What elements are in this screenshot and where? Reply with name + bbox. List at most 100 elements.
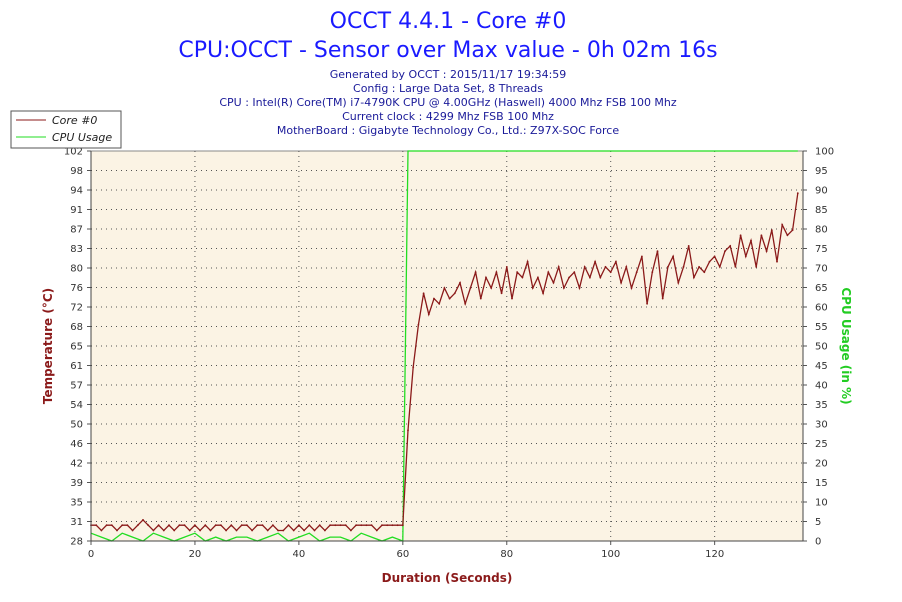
y-right-tick-label: 70 [815, 264, 828, 275]
data-point-core0 [729, 245, 732, 247]
data-point-core0 [557, 266, 560, 268]
data-point-core0 [453, 292, 456, 295]
y-right-tick-label: 5 [815, 517, 821, 528]
y-right-tick-label: 90 [815, 186, 828, 197]
data-point-core0 [256, 524, 259, 527]
plot-area: 0 20 40 60 80 100 1202831353942465054576165687… [64, 147, 834, 561]
y-left-tick-label: 94 [70, 186, 83, 197]
data-point-core0 [282, 529, 285, 532]
data-point-core0 [786, 234, 789, 237]
data-point-core0 [308, 524, 311, 527]
series-line-cpu-usage [90, 150, 798, 542]
y-left-tick-label: 72 [70, 303, 83, 314]
y-right-tick-label: 75 [815, 244, 828, 255]
y-right-tick-label: 85 [815, 205, 828, 216]
x-tick-label: 0 [88, 549, 94, 560]
data-point-core0 [204, 524, 207, 527]
x-axis-label: Duration (Seconds) [382, 571, 513, 585]
data-point-core0 [573, 271, 576, 274]
y-left-tick-label: 83 [70, 244, 83, 255]
data-point-core0 [110, 524, 113, 527]
data-point-core0 [682, 266, 685, 268]
y-right-tick-label: 20 [815, 459, 828, 470]
data-point-core0 [230, 524, 233, 527]
y-left-tick-label: 28 [70, 537, 83, 548]
data-point-core0 [178, 524, 181, 527]
data-point-core0 [744, 255, 747, 258]
data-point-core0 [739, 234, 742, 237]
data-point-core0 [474, 271, 477, 274]
data-point-core0 [126, 524, 129, 527]
y-left-tick-label: 46 [70, 439, 83, 450]
y-left-tick-label: 39 [70, 478, 83, 489]
data-point-core0 [469, 287, 472, 289]
data-point-core0 [547, 271, 550, 274]
data-point-core0 [396, 524, 399, 527]
data-point-core0 [750, 239, 752, 242]
data-point-core0 [401, 524, 404, 527]
legend: Core #0 CPU Usage [10, 110, 122, 149]
data-point-core0 [537, 276, 539, 279]
y-right-tick-label: 80 [815, 225, 828, 236]
y-left-tick-label: 68 [70, 322, 83, 333]
data-point-core0 [542, 292, 544, 295]
data-point-core0 [381, 524, 383, 527]
y-left-tick-label: 42 [70, 459, 83, 470]
data-point-core0 [277, 529, 279, 532]
data-point-core0 [599, 276, 602, 279]
data-point-core0 [485, 276, 487, 279]
data-point-core0 [433, 297, 435, 300]
data-point-core0 [386, 524, 389, 527]
data-point-core0 [521, 276, 524, 279]
y-right-tick-label: 0 [815, 537, 821, 548]
data-point-core0 [350, 529, 352, 532]
info-config: Config : Large Data Set, 8 Threads [353, 82, 543, 95]
y-left-tick-label: 31 [70, 517, 83, 528]
chart-title: OCCT 4.4.1 - Core #0 [330, 9, 567, 34]
data-point-core0 [589, 276, 591, 279]
data-point-core0 [240, 524, 243, 527]
data-point-core0 [246, 524, 248, 527]
data-point-core0 [298, 524, 300, 527]
data-point-core0 [355, 524, 357, 527]
y-right-tick-label: 15 [815, 478, 828, 489]
data-point-core0 [656, 250, 659, 253]
data-point-core0 [339, 524, 342, 527]
chart-subtitle: CPU:OCCT - Sensor over Max value - 0h 02… [178, 38, 717, 63]
data-point-core0 [563, 287, 565, 289]
y-axis-label-right: CPU Usage (in %) [839, 287, 853, 404]
data-point-core0 [490, 287, 493, 289]
data-point-core0 [677, 281, 680, 284]
data-point-core0 [427, 313, 430, 316]
data-point-core0 [142, 519, 144, 521]
data-point-core0 [646, 302, 648, 305]
data-point-core0 [220, 524, 222, 527]
data-point-core0 [324, 529, 326, 532]
y-left-tick-label: 91 [70, 205, 83, 216]
y-right-tick-label: 50 [815, 342, 828, 353]
data-point-core0 [479, 297, 482, 300]
y-right-tick-label: 45 [815, 361, 828, 372]
data-point-core0 [781, 223, 784, 226]
x-tick-label: 40 [293, 549, 306, 560]
data-point-core0 [796, 192, 799, 195]
data-point-core0 [594, 260, 596, 263]
data-point-core0 [95, 524, 98, 527]
data-point-core0 [303, 529, 305, 532]
y-left-tick-label: 35 [70, 498, 83, 509]
data-point-core0 [199, 529, 202, 532]
data-point-core0 [630, 287, 633, 289]
data-point-core0 [251, 529, 254, 532]
y-left-tick-label: 87 [70, 225, 83, 236]
y-left-tick-label: 98 [70, 166, 83, 177]
data-point-core0 [667, 266, 669, 268]
data-point-core0 [443, 287, 446, 289]
data-point-core0 [568, 276, 570, 279]
data-point-core0 [334, 524, 337, 527]
data-point-core0 [718, 266, 721, 268]
data-point-core0 [625, 266, 628, 268]
data-point-core0 [121, 524, 124, 527]
data-point-core0 [448, 297, 451, 300]
data-point-core0 [370, 524, 373, 527]
